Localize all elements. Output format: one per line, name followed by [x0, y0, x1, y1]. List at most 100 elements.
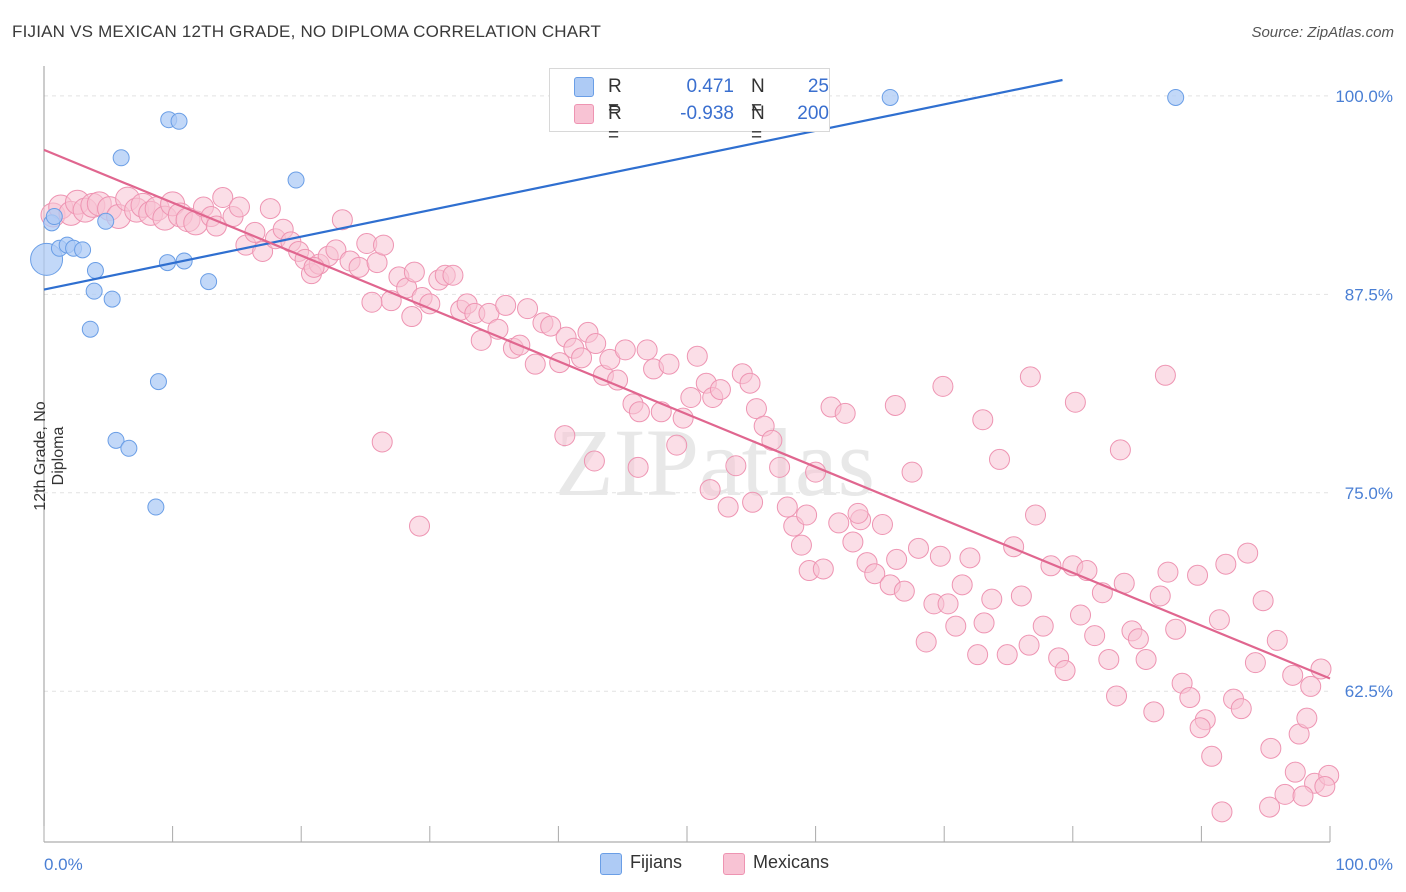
mexican-point: [1252, 590, 1274, 612]
mexican-point: [981, 588, 1003, 610]
mexican-point: [842, 531, 864, 553]
mexicans-n-value: 200: [797, 103, 829, 124]
tick-labels: 62.5% 75.0% 87.5% 100.0% 0.0% 100.0%: [44, 87, 1393, 874]
mexican-point: [1215, 553, 1237, 575]
mexican-point: [495, 294, 517, 316]
mexican-point: [1149, 585, 1171, 607]
mexican-point: [742, 491, 764, 513]
mexican-point: [325, 239, 347, 261]
mexicans-r-label: R =: [608, 103, 622, 146]
mexican-point: [1019, 366, 1041, 388]
mexican-point: [1098, 648, 1120, 670]
mexican-point: [1259, 796, 1281, 818]
mexican-point: [1296, 707, 1318, 729]
mexican-point: [929, 545, 951, 567]
mexican-point: [725, 455, 747, 477]
mexican-point: [1266, 629, 1288, 651]
mexican-point: [1208, 609, 1230, 631]
fijians-r-label: R =: [608, 76, 622, 119]
mexican-point: [540, 315, 562, 337]
mexican-point: [1109, 439, 1131, 461]
mexican-point: [901, 461, 923, 483]
mexican-point: [1084, 625, 1106, 647]
mexican-point: [1070, 604, 1092, 626]
mexican-point: [228, 196, 250, 218]
mexican-point: [1284, 761, 1306, 783]
mexican-point: [212, 186, 234, 208]
mexican-point: [717, 496, 739, 518]
mexican-point: [1260, 737, 1282, 759]
mexican-point: [672, 407, 694, 429]
fijian-point: [112, 149, 130, 167]
y-tick-label: 75.0%: [1345, 484, 1393, 503]
mexican-point: [951, 574, 973, 596]
fijian-point: [170, 112, 188, 130]
mexican-point: [373, 234, 395, 256]
mexican-point: [945, 615, 967, 637]
mexican-point: [331, 209, 353, 231]
mexican-point: [554, 425, 576, 447]
fijians-swatch: [574, 77, 594, 97]
mexican-point: [972, 409, 994, 431]
mexican-point: [599, 348, 621, 370]
mexican-point: [259, 198, 281, 220]
mexican-point: [1135, 648, 1157, 670]
mexican-point: [1282, 664, 1304, 686]
mexican-point: [636, 339, 658, 361]
fijian-point: [97, 212, 115, 230]
fijian-point: [149, 373, 167, 391]
fijian-point: [1167, 88, 1185, 106]
mexican-point: [761, 429, 783, 451]
mexican-point: [680, 387, 702, 408]
y-tick-label: 100.0%: [1335, 87, 1393, 106]
mexican-point: [666, 434, 688, 456]
mexican-point: [769, 456, 791, 478]
mexican-point: [1201, 745, 1223, 767]
fijians-n-label: N =: [751, 76, 765, 119]
mexican-point: [959, 547, 981, 569]
mexican-point: [1064, 391, 1086, 413]
mexican-point: [614, 339, 636, 361]
fijians-r-value: 0.471: [686, 76, 734, 97]
mexican-point: [1054, 660, 1076, 682]
mexican-point: [967, 644, 989, 666]
fijian-point: [200, 273, 218, 291]
mexicans-trend-line: [43, 148, 1331, 680]
mexican-point: [1010, 585, 1032, 607]
mexicans-n-label: N =: [751, 103, 765, 146]
mexican-point: [686, 345, 708, 367]
mexican-point: [884, 394, 906, 416]
mexican-point: [205, 215, 227, 237]
mexican-point: [1310, 658, 1332, 680]
mexican-point: [1244, 652, 1266, 674]
mexican-point: [988, 448, 1010, 470]
mexican-point: [627, 456, 649, 478]
mexican-point: [650, 401, 672, 423]
mexican-point: [1018, 634, 1040, 656]
mexican-point: [583, 450, 605, 472]
mexican-point: [1143, 701, 1165, 723]
mexican-point: [628, 401, 650, 423]
mexican-point: [864, 563, 886, 585]
mexican-point: [790, 534, 812, 556]
mexican-point: [1189, 717, 1211, 739]
mexican-point: [442, 264, 464, 286]
mexican-point: [1237, 542, 1259, 564]
mexican-point: [658, 353, 680, 375]
correlation-legend: R = 0.471 N = 25 R = -0.938 N = 200: [549, 68, 830, 146]
mexican-point: [1025, 504, 1047, 526]
mexican-point: [1211, 801, 1233, 823]
fijian-point: [147, 498, 165, 516]
y-tick-label: 62.5%: [1345, 682, 1393, 701]
mexican-point: [828, 512, 850, 534]
x-tick-label: 100.0%: [1335, 855, 1393, 874]
mexican-point: [1300, 675, 1322, 697]
axes: [43, 66, 1331, 843]
chart-title: FIJIAN VS MEXICAN 12TH GRADE, NO DIPLOMA…: [12, 22, 602, 41]
mexican-point: [996, 644, 1018, 666]
mexican-point: [1106, 685, 1128, 707]
mexican-point: [1292, 785, 1314, 807]
y-axis-label: 12th Grade, No Diploma: [32, 401, 67, 511]
y-tick-label: 87.5%: [1345, 285, 1393, 304]
mexican-point: [932, 375, 954, 397]
